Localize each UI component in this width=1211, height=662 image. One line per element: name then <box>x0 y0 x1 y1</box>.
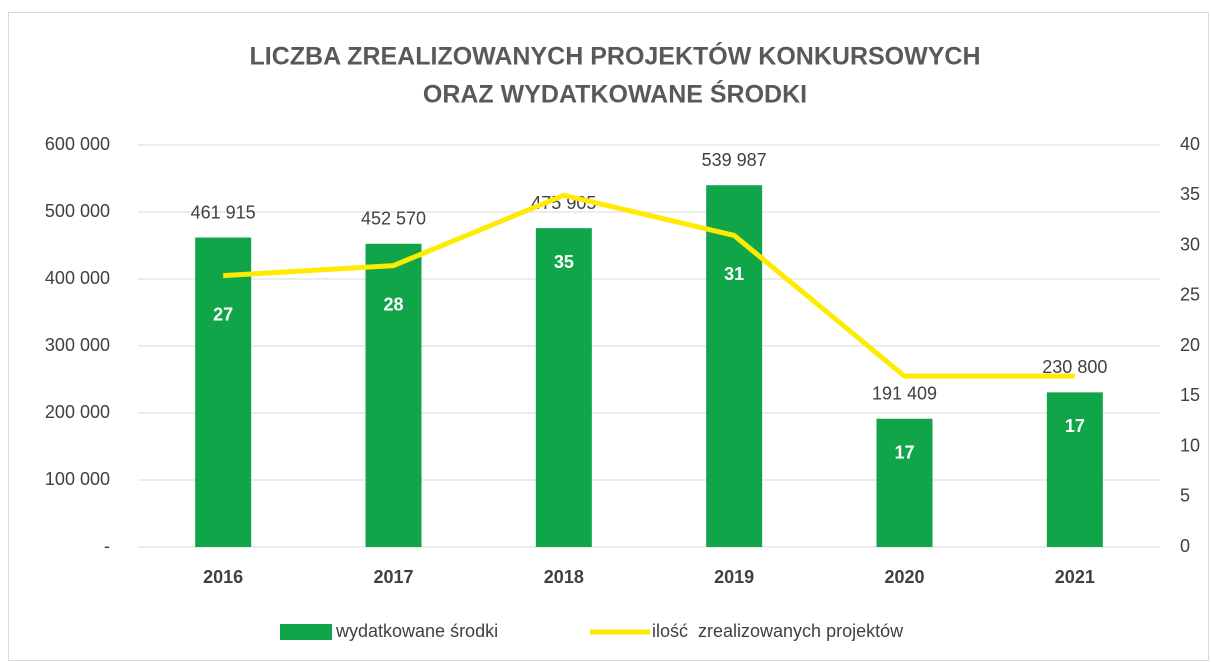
y2-tick-label: 5 <box>1180 486 1190 506</box>
chart-title: ORAZ WYDATKOWANE ŚRODKI <box>423 79 807 109</box>
line-value-label: 28 <box>383 294 403 314</box>
x-tick-label: 2016 <box>203 567 243 587</box>
y2-tick-label: 25 <box>1180 285 1200 305</box>
line-value-label: 17 <box>894 443 914 463</box>
bar <box>535 228 592 547</box>
y2-tick-label: 35 <box>1180 184 1200 204</box>
y-tick-label: 500 000 <box>45 201 110 221</box>
y2-tick-label: 40 <box>1180 134 1200 154</box>
bar <box>1046 392 1103 547</box>
x-tick-label: 2017 <box>373 567 413 587</box>
y-tick-label: 100 000 <box>45 469 110 489</box>
x-tick-label: 2018 <box>544 567 584 587</box>
chart-title: LICZBA ZREALIZOWANYCH PROJEKTÓW KONKURSO… <box>250 41 981 71</box>
line <box>223 192 1075 379</box>
y2-tick-label: 30 <box>1180 234 1200 254</box>
line-value-label: 31 <box>724 264 744 284</box>
bar-value-label: 230 800 <box>1042 357 1107 377</box>
legend-label: ilość zrealizowanych projektów <box>652 621 904 641</box>
y-tick-label: 400 000 <box>45 268 110 288</box>
x-tick-label: 2020 <box>884 567 924 587</box>
y2-tick-label: 20 <box>1180 335 1200 355</box>
bar <box>706 185 763 547</box>
bar-value-label: 461 915 <box>191 202 256 222</box>
x-tick-label: 2019 <box>714 567 754 587</box>
x-tick-label: 2021 <box>1055 567 1095 587</box>
bar-value-label: 191 409 <box>872 384 937 404</box>
line-value-label: 27 <box>213 304 233 324</box>
bar <box>195 237 252 547</box>
legend-label: wydatkowane środki <box>335 621 498 641</box>
bar-value-label: 452 570 <box>361 209 426 229</box>
y2-tick-label: 0 <box>1180 536 1190 556</box>
line-value-label: 17 <box>1065 416 1085 436</box>
bar-value-label: 539 987 <box>702 150 767 170</box>
y2-tick-label: 10 <box>1180 435 1200 455</box>
y-tick-label: - <box>104 536 110 556</box>
bar <box>365 243 422 547</box>
chart-border <box>8 12 1209 661</box>
y-tick-label: 600 000 <box>45 134 110 154</box>
legend-swatch <box>280 624 332 640</box>
y2-tick-label: 15 <box>1180 385 1200 405</box>
bar <box>876 418 933 547</box>
line-value-label: 35 <box>554 252 574 272</box>
y-tick-label: 300 000 <box>45 335 110 355</box>
y-tick-label: 200 000 <box>45 402 110 422</box>
